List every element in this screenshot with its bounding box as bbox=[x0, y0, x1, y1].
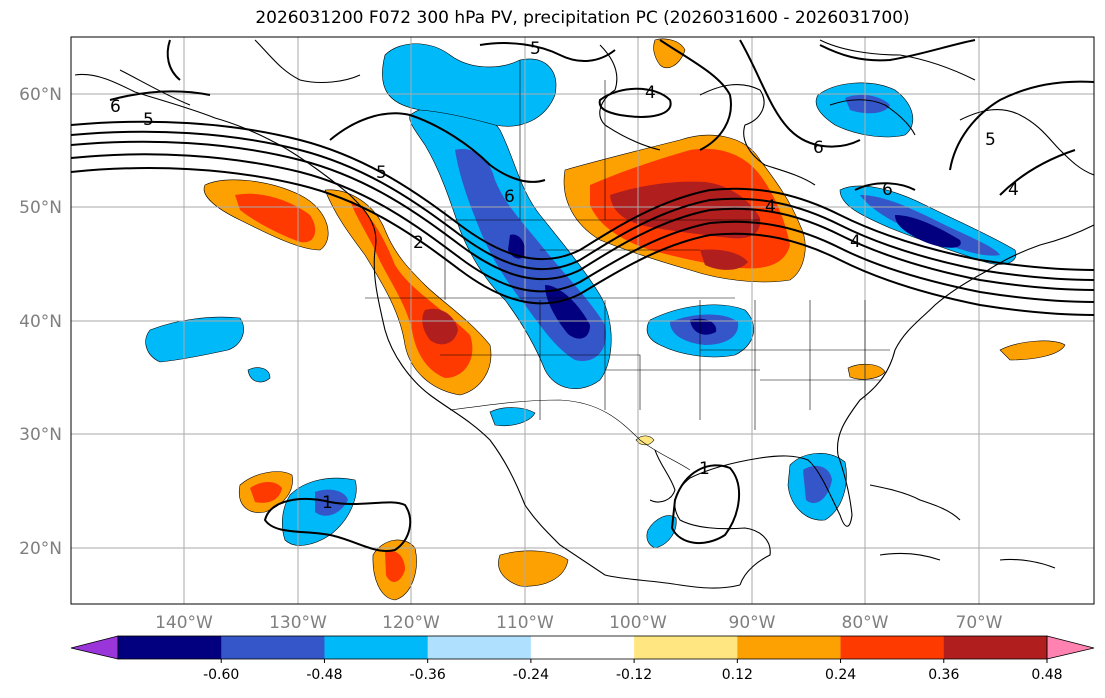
longitude-labels: 140°W 130°W 120°W 110°W 100°W 90°W 80°W … bbox=[155, 613, 1003, 633]
precip-positive-area bbox=[498, 550, 569, 587]
colorbar: -0.60 -0.48 -0.36 -0.24 -0.12 0.12 0.24 0.36 0.4… bbox=[70, 635, 1095, 683]
precip-negative-area bbox=[895, 215, 961, 248]
precip-positive-area bbox=[847, 363, 886, 380]
lon-label: 110°W bbox=[496, 613, 554, 633]
precip-positive-area bbox=[999, 340, 1066, 361]
coastlines bbox=[74, 39, 1094, 589]
precip-positive-area bbox=[610, 181, 761, 270]
colorbar-cell bbox=[943, 636, 1048, 659]
figure-title: 2026031200 F072 300 hPa PV, precipitatio… bbox=[255, 8, 910, 28]
precip-negative-area bbox=[247, 367, 271, 383]
pv-label: 5 bbox=[530, 39, 541, 59]
pv-contours bbox=[71, 39, 1094, 552]
precip-negative-area bbox=[145, 316, 244, 363]
precip-negative-area bbox=[508, 234, 590, 339]
colorbar-ticks: -0.60 -0.48 -0.36 -0.24 -0.12 0.12 0.24 0.36 0.4… bbox=[203, 659, 1063, 683]
pv-label: 2 bbox=[413, 233, 424, 253]
precip-positive-area bbox=[635, 435, 655, 446]
pv-label: 4 bbox=[850, 232, 861, 252]
precip-positive-area bbox=[235, 193, 316, 243]
borders bbox=[365, 60, 890, 471]
gridlines bbox=[71, 37, 1094, 604]
lon-label: 70°W bbox=[956, 613, 1003, 633]
pv-label: 6 bbox=[813, 138, 824, 158]
colorbar-tick-label: -0.60 bbox=[203, 667, 239, 683]
colorbar-cell bbox=[634, 636, 738, 659]
pv-label: 1 bbox=[699, 459, 710, 479]
pv-contour-labels: 6 5 5 4 6 5 6 4 6 1 1 5 4 2 4 bbox=[110, 39, 1019, 513]
colorbar-tick-label: -0.24 bbox=[513, 667, 549, 683]
colorbar-extend-high bbox=[1046, 635, 1095, 660]
pv-label: 6 bbox=[882, 180, 893, 200]
pv-label: 6 bbox=[110, 97, 121, 117]
lon-label: 90°W bbox=[729, 613, 776, 633]
colorbar-cell bbox=[324, 636, 429, 659]
lon-label: 140°W bbox=[155, 613, 213, 633]
colorbar-cell bbox=[221, 636, 325, 659]
colorbar-tick-label: -0.48 bbox=[306, 667, 342, 683]
colorbar-cell bbox=[530, 636, 635, 659]
lat-label: 20°N bbox=[19, 539, 62, 559]
lat-label: 60°N bbox=[19, 85, 62, 105]
pv-label: 1 bbox=[322, 493, 333, 513]
pv-label: 6 bbox=[504, 187, 515, 207]
precip-fills bbox=[145, 38, 1066, 601]
precip-positive-area bbox=[422, 308, 458, 345]
colorbar-cell bbox=[427, 636, 532, 659]
pv-label: 4 bbox=[765, 197, 776, 217]
colorbar-tick-label: -0.12 bbox=[616, 667, 652, 683]
colorbar-outline bbox=[117, 635, 1048, 660]
latitude-labels: 60°N 50°N 40°N 30°N 20°N bbox=[19, 85, 62, 559]
colorbar-cell bbox=[737, 636, 842, 659]
colorbar-tick-label: 0.48 bbox=[1031, 667, 1062, 683]
precip-positive-area bbox=[385, 550, 405, 582]
lat-label: 50°N bbox=[19, 198, 62, 218]
map-frame bbox=[70, 36, 1095, 605]
precip-negative-area bbox=[489, 407, 536, 427]
lat-label: 40°N bbox=[19, 312, 62, 332]
lat-label: 30°N bbox=[19, 425, 62, 445]
precip-negative-area bbox=[690, 318, 717, 335]
precip-positive-area bbox=[250, 482, 282, 503]
precip-positive-area bbox=[653, 38, 686, 69]
colorbar-tick-label: 0.12 bbox=[722, 667, 753, 683]
pv-label: 5 bbox=[376, 163, 387, 183]
lon-label: 100°W bbox=[609, 613, 667, 633]
colorbar-cell bbox=[840, 636, 945, 659]
lon-label: 120°W bbox=[382, 613, 440, 633]
colorbar-extend-low bbox=[70, 635, 119, 660]
precip-negative-area bbox=[646, 515, 677, 549]
colorbar-cell bbox=[118, 636, 222, 659]
precip-negative-area bbox=[803, 465, 832, 504]
precip-negative-area bbox=[382, 43, 557, 127]
lon-label: 80°W bbox=[842, 613, 889, 633]
colorbar-cells bbox=[118, 636, 1048, 659]
colorbar-tick-label: 0.24 bbox=[825, 667, 856, 683]
pv-label: 5 bbox=[143, 110, 154, 130]
pv-label: 4 bbox=[645, 83, 656, 103]
lon-label: 130°W bbox=[269, 613, 327, 633]
colorbar-tick-label: 0.36 bbox=[928, 667, 959, 683]
pv-label: 5 bbox=[985, 130, 996, 150]
colorbar-tick-label: -0.36 bbox=[410, 667, 446, 683]
pv-label: 4 bbox=[1008, 180, 1019, 200]
